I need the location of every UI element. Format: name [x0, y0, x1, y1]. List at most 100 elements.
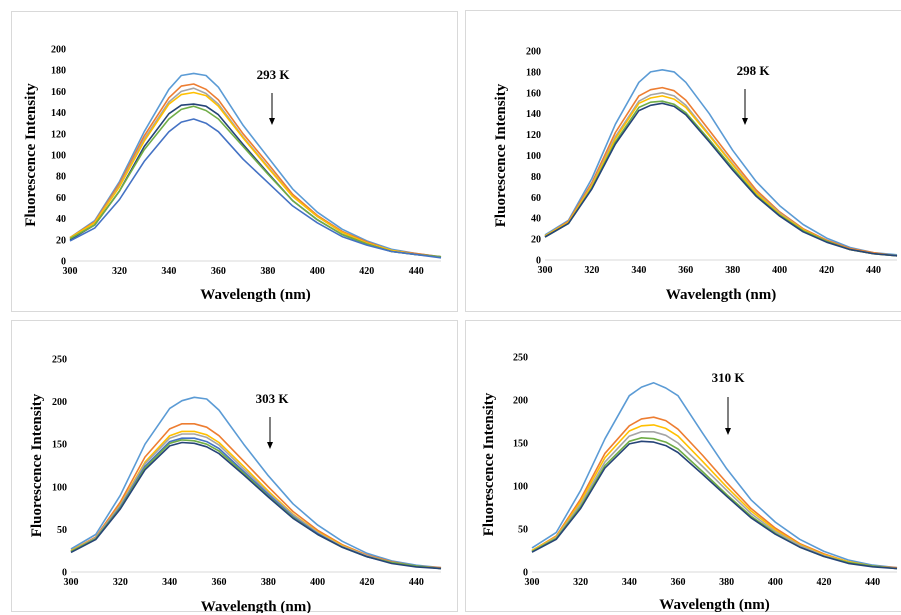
x-tick-label: 360 — [212, 577, 227, 588]
x-tick-label: 420 — [359, 266, 374, 277]
x-tick-label: 400 — [310, 266, 325, 277]
x-tick-label: 360 — [671, 577, 686, 588]
y-tick-label: 80 — [56, 172, 66, 183]
arrow-head-icon — [725, 428, 731, 435]
x-tick-label: 440 — [409, 577, 424, 588]
x-tick-label: 320 — [112, 266, 127, 277]
x-tick-label: 340 — [161, 266, 176, 277]
series-line — [70, 433, 442, 570]
series-line — [69, 91, 442, 258]
y-axis-title: Fluorescence Intensity — [23, 83, 39, 227]
y-tick-label: 180 — [51, 66, 66, 77]
y-tick-label: 140 — [51, 108, 66, 119]
temperature-label: 298 K — [737, 63, 771, 78]
y-tick-label: 200 — [52, 397, 67, 408]
chart-panel-298k: 0 20 40 60 80 100 120 140 160 180 200 300 320 340 360 3… — [465, 10, 901, 312]
y-tick-label: 250 — [52, 355, 67, 366]
x-axis-title: Wavelength (nm) — [666, 287, 776, 303]
y-tick-label: 0 — [61, 257, 66, 268]
temperature-label: 303 K — [256, 391, 290, 406]
y-tick-label: 0 — [536, 256, 541, 267]
y-tick-label: 200 — [51, 45, 66, 56]
y-tick-label: 150 — [513, 439, 528, 450]
series-line — [531, 437, 898, 570]
x-tick-label: 300 — [538, 265, 553, 276]
y-axis-title: Fluorescence Intensity — [481, 392, 497, 536]
y-tick-label: 180 — [526, 67, 541, 78]
x-tick-label: 300 — [525, 577, 540, 588]
series-line — [544, 86, 898, 257]
chart-panel-310k: 0 50 100 150 200 250 300 320 340 360 380 400 420 440 3… — [465, 320, 901, 613]
series-line — [69, 72, 442, 258]
y-tick-label: 20 — [531, 235, 541, 246]
x-tick-label: 380 — [260, 266, 275, 277]
x-tick-label: 420 — [817, 577, 832, 588]
y-tick-label: 50 — [518, 525, 528, 536]
y-tick-label: 60 — [531, 193, 541, 204]
x-tick-label: 340 — [631, 265, 646, 276]
x-tick-label: 440 — [865, 577, 880, 588]
x-tick-label: 420 — [360, 577, 375, 588]
y-tick-label: 160 — [51, 87, 66, 98]
temperature-label: 293 K — [257, 67, 291, 82]
x-tick-label: 420 — [819, 265, 834, 276]
y-tick-label: 40 — [56, 214, 66, 225]
y-tick-label: 100 — [526, 151, 541, 162]
y-tick-label: 40 — [531, 214, 541, 225]
chart-panel-303k: 0 50 100 150 200 250 300 320 340 360 380 400 420 440 3… — [11, 320, 458, 613]
y-tick-label: 100 — [51, 151, 66, 162]
y-tick-label: 140 — [526, 109, 541, 120]
y-tick-label: 250 — [513, 353, 528, 364]
x-tick-label: 340 — [162, 577, 177, 588]
line-chart: 0 50 100 150 200 250 300 320 340 360 380 400 420 440 3… — [29, 355, 442, 613]
x-tick-label: 400 — [768, 577, 783, 588]
x-tick-label: 320 — [113, 577, 128, 588]
y-tick-label: 160 — [526, 88, 541, 99]
x-tick-label: 340 — [622, 577, 637, 588]
chart-panel-293k: 0 20 40 60 80 100 120 140 160 180 200 300 320 340 360 3… — [11, 11, 458, 312]
series-line — [69, 105, 442, 258]
line-chart: 0 50 100 150 200 250 300 320 340 360 380 400 420 440 3… — [481, 353, 898, 613]
y-tick-label: 50 — [57, 525, 67, 536]
x-tick-label: 320 — [573, 577, 588, 588]
line-chart: 0 20 40 60 80 100 120 140 160 180 200 300 320 340 360 3… — [23, 45, 442, 303]
series-line — [531, 382, 898, 569]
y-tick-label: 20 — [56, 235, 66, 246]
y-tick-label: 100 — [52, 482, 67, 493]
temperature-label: 310 K — [712, 370, 746, 385]
y-tick-label: 80 — [531, 172, 541, 183]
arrow-head-icon — [742, 118, 748, 125]
x-tick-label: 360 — [678, 265, 693, 276]
y-tick-label: 100 — [513, 482, 528, 493]
y-tick-label: 0 — [523, 568, 528, 579]
y-axis-title: Fluorescence Intensity — [493, 83, 509, 227]
series-line — [70, 437, 442, 570]
x-tick-label: 300 — [64, 577, 79, 588]
x-tick-label: 400 — [772, 265, 787, 276]
series-line — [531, 440, 898, 570]
x-tick-label: 440 — [409, 266, 424, 277]
series-line — [544, 69, 898, 256]
x-tick-label: 360 — [211, 266, 226, 277]
series-line — [70, 396, 442, 569]
series-line — [531, 424, 898, 570]
x-tick-label: 320 — [584, 265, 599, 276]
series-line — [69, 87, 442, 258]
series-line — [69, 83, 442, 258]
series-line — [69, 118, 442, 259]
y-axis-title: Fluorescence Intensity — [29, 393, 45, 537]
x-axis-title: Wavelength (nm) — [659, 597, 769, 613]
x-tick-label: 380 — [719, 577, 734, 588]
y-tick-label: 120 — [526, 130, 541, 141]
y-tick-label: 200 — [526, 47, 541, 58]
y-tick-label: 60 — [56, 193, 66, 204]
y-tick-label: 120 — [51, 129, 66, 140]
x-tick-label: 440 — [866, 265, 881, 276]
x-tick-label: 400 — [310, 577, 325, 588]
x-tick-label: 380 — [261, 577, 276, 588]
y-tick-label: 200 — [513, 396, 528, 407]
arrow-head-icon — [267, 442, 273, 449]
y-tick-label: 150 — [52, 440, 67, 451]
series-line — [544, 102, 898, 257]
x-axis-title: Wavelength (nm) — [201, 599, 311, 613]
